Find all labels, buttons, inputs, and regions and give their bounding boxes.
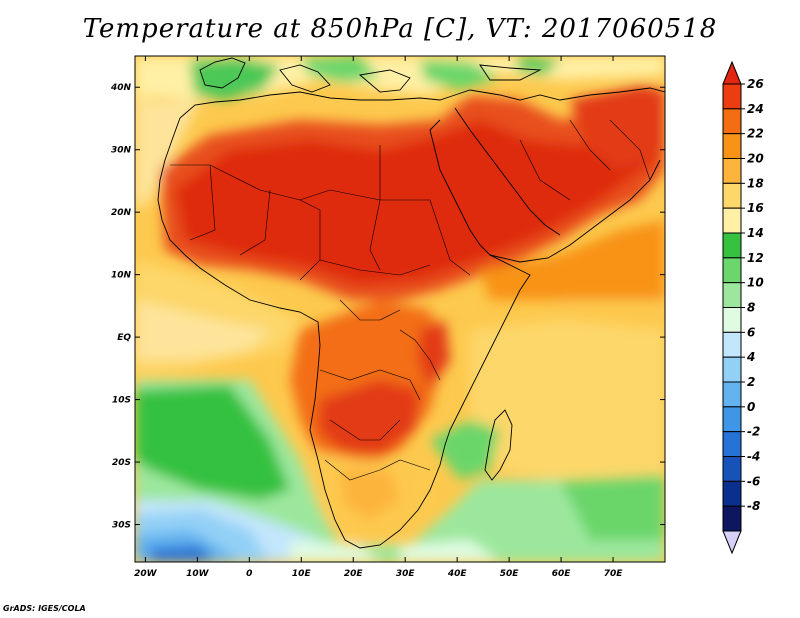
y-tick-label: 30S xyxy=(112,521,131,531)
colorbar-swatch xyxy=(722,356,742,383)
colorbar-swatch xyxy=(722,480,742,507)
x-tick-label: 20E xyxy=(344,569,364,579)
x-tick-label: 60E xyxy=(552,569,572,579)
temperature-field xyxy=(135,56,665,562)
colorbar-label: 20 xyxy=(747,152,764,166)
colorbar-label: 14 xyxy=(747,226,764,240)
colorbar-label: 26 xyxy=(747,77,764,91)
colorbar-swatch xyxy=(722,456,742,482)
colorbar-label: 12 xyxy=(747,251,764,265)
y-tick-label: EQ xyxy=(117,333,131,343)
y-tick-label: 20S xyxy=(112,458,131,468)
colorbar-label: -8 xyxy=(747,499,760,513)
x-tick-label: 30E xyxy=(396,569,416,579)
map-frame xyxy=(134,55,666,563)
footer-credit: GrADS: IGES/COLA xyxy=(3,604,86,613)
colorbar-label: -6 xyxy=(747,474,760,488)
map-title: Temperature at 850hPa [C], VT: 201706051… xyxy=(82,14,718,44)
latitude-axis: 40N 30N 20N 10N EQ 10S 20S 30S xyxy=(110,83,665,531)
y-tick-label: 10N xyxy=(111,271,132,281)
colorbar-bottom-arrow xyxy=(722,530,742,555)
colorbar-swatch xyxy=(722,307,742,333)
y-tick-label: 30N xyxy=(111,146,132,156)
colorbar-swatch xyxy=(722,257,742,284)
colorbar-label: -4 xyxy=(747,450,760,464)
colorbar-swatch xyxy=(722,182,742,209)
colorbar-swatch xyxy=(722,331,742,358)
colorbar-swatch xyxy=(722,282,742,308)
x-tick-label: 40E xyxy=(447,569,468,579)
colorbar-swatch xyxy=(722,133,742,160)
colorbar-label: 10 xyxy=(747,276,764,290)
colorbar-label: 24 xyxy=(747,102,764,116)
y-tick-label: 10S xyxy=(112,396,131,406)
colorbar-label: 4 xyxy=(746,350,755,364)
colorbar-swatch xyxy=(722,381,742,408)
coastlines xyxy=(157,57,665,549)
x-tick-label: 0 xyxy=(246,569,252,579)
longitude-axis: 20W 10W 0 10E 20E 30E 40E 50E 60E 70E xyxy=(134,56,623,579)
colorbar-swatch xyxy=(722,158,742,184)
colorbar-swatch xyxy=(722,207,742,234)
x-tick-label: 50E xyxy=(500,569,520,579)
colorbar-label: 6 xyxy=(747,325,755,339)
colorbar-top-arrow xyxy=(722,60,742,85)
colorbar-label: 16 xyxy=(747,201,764,215)
colorbar-label: 18 xyxy=(747,176,764,190)
colorbar-label: -2 xyxy=(747,425,760,439)
colorbar-swatch xyxy=(722,108,742,135)
colorbar-swatch xyxy=(722,505,742,532)
colorbar-swatch xyxy=(722,232,742,259)
borders xyxy=(170,119,651,481)
x-tick-label: 70E xyxy=(604,569,624,579)
colorbar-label: 0 xyxy=(747,400,755,414)
y-tick-label: 40N xyxy=(110,83,132,93)
colorbar-label: 8 xyxy=(747,301,755,315)
x-tick-label: 10W xyxy=(186,569,210,579)
colorbar-swatch xyxy=(722,406,742,433)
x-tick-label: 10E xyxy=(292,569,312,579)
colorbar-label: 22 xyxy=(747,127,764,141)
x-tick-label: 20W xyxy=(134,569,158,579)
colorbar-label: 2 xyxy=(747,375,755,389)
y-tick-label: 20N xyxy=(111,208,132,218)
colorbar-swatch xyxy=(722,431,742,457)
colorbar-swatch xyxy=(722,83,742,110)
